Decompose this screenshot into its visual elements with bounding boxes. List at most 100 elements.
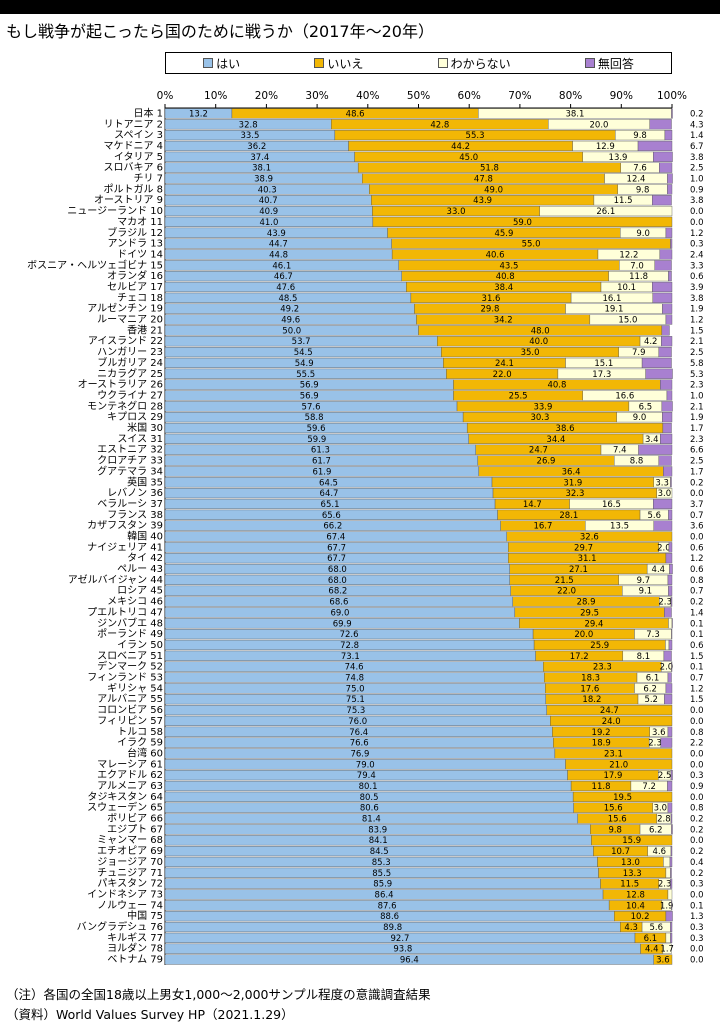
data-label-no: 33.0 [447,207,466,217]
data-label-noanswer: 1.5 [690,652,704,662]
country-label: ウクライナ 27 [97,389,163,401]
x-tick-label: 50% [407,90,430,102]
data-label-no: 33.9 [533,402,552,412]
data-label-yes: 80.5 [360,793,379,803]
data-label-no: 22.0 [557,587,576,597]
data-label-unknown: 2.3 [658,598,672,608]
data-label-unknown: 8.8 [630,457,644,467]
data-label-noanswer: 1.9 [690,305,704,315]
data-label-unknown: 3.0 [654,804,668,814]
data-label-unknown: 6.2 [643,684,657,694]
data-label-unknown: 16.5 [602,500,621,510]
data-label-no: 24.7 [529,446,548,456]
data-label-unknown: 26.1 [596,207,615,217]
data-label-unknown: 13.9 [609,153,628,163]
data-label-yes: 65.1 [321,500,340,510]
country-label: チェコ 18 [117,292,163,304]
data-label-yes: 85.9 [373,880,392,890]
data-label-yes: 68.6 [329,598,348,608]
data-label-no: 11.8 [592,782,611,792]
data-label-no: 43.9 [473,196,492,206]
data-label-no: 9.8 [608,825,622,835]
bar-segment-noanswer [660,433,673,444]
data-label-no: 29.4 [584,619,603,629]
data-label-no: 38.6 [556,424,575,434]
bar-segment-noanswer [670,813,673,824]
data-label-no: 55.3 [466,131,485,141]
data-label-no: 27.1 [569,565,588,575]
country-label: コロンビア 56 [97,704,163,716]
data-label-no: 13.0 [621,858,640,868]
bar-segment-noanswer [661,325,670,336]
bar-segment-noanswer [665,227,673,238]
data-label-unknown: 13.5 [610,522,629,532]
data-label-no: 13.3 [623,869,642,879]
data-label-noanswer: 6.7 [690,142,704,152]
country-label: ジンバブエ 48 [97,616,163,629]
country-label: キルギス 77 [107,932,163,944]
legend-swatch-yes [203,58,214,68]
data-label-noanswer: 0.2 [690,478,704,488]
data-label-no: 4.4 [645,945,659,955]
data-label-no: 18.2 [582,695,601,705]
data-label-yes: 40.9 [259,207,278,217]
bar-segment-unknown [667,889,673,900]
data-label-noanswer: 2.5 [690,457,704,467]
chart-note: （注）各国の全国18歳以上男女1,000〜2,000サンプル程度の意識調査結果 [6,987,431,1002]
data-label-no: 21.0 [609,760,628,770]
data-label-no: 17.2 [570,652,589,662]
data-label-yes: 64.7 [320,489,339,499]
data-label-noanswer: 1.7 [690,467,704,477]
country-label: エクアドル 62 [97,769,163,781]
bar-segment-noanswer [670,878,673,889]
data-label-unknown: 5.2 [644,695,658,705]
data-label-unknown: 2.3 [648,739,662,749]
data-label-no: 40.8 [547,381,566,391]
country-label: アイスランド 22 [88,335,163,347]
bar-segment-noanswer [671,900,673,911]
data-label-yes: 50.0 [282,326,301,336]
data-label-no: 10.4 [626,901,645,911]
data-label-no: 24.0 [602,717,621,727]
country-label: エジプト 67 [107,823,163,835]
data-label-yes: 88.6 [380,912,399,922]
country-label: イタリア 5 [114,151,163,163]
data-label-no: 29.7 [574,543,593,553]
data-label-no: 12.8 [626,890,645,900]
data-label-noanswer: 3.9 [690,283,704,293]
data-label-unknown: 15.1 [594,359,613,369]
data-label-noanswer: 0.2 [690,869,704,879]
data-label-no: 32.3 [565,489,584,499]
data-label-yes: 96.4 [400,956,419,966]
data-label-yes: 57.6 [302,402,321,412]
country-label: メキシコ 46 [107,597,163,608]
data-label-yes: 56.9 [300,391,319,401]
data-label-no: 25.9 [590,641,609,651]
bar-segment-noanswer [665,314,673,325]
country-label: アゼルバイジャン 44 [68,574,163,586]
data-label-yes: 40.7 [259,196,278,206]
country-label: ジョージア 70 [97,857,163,868]
data-label-noanswer: 1.0 [690,175,704,185]
data-label-noanswer: 0.0 [690,489,704,499]
bar-segment-no [546,704,673,716]
legend-item-yes: はい [203,55,240,72]
data-label-yes: 84.1 [369,836,388,846]
country-label: フィンランド 53 [87,672,163,684]
data-label-noanswer: 0.7 [690,511,704,521]
country-label: スウェーデン 65 [87,801,163,814]
bar-segment-noanswer [652,195,672,206]
data-label-yes: 76.0 [348,717,367,727]
data-label-yes: 69.9 [333,619,352,629]
data-label-unknown: 9.8 [633,131,647,141]
bar-segment-noanswer [664,607,672,618]
bar-segment-noanswer [654,260,672,271]
data-label-noanswer: 0.1 [690,901,704,911]
data-label-noanswer: 1.9 [690,413,704,423]
data-label-no: 21.5 [555,576,574,586]
data-label-unknown: 7.0 [630,261,644,271]
bar-segment-noanswer [670,932,673,943]
bar-segment-noanswer [670,477,672,488]
data-label-unknown: 3.6 [652,728,666,738]
x-tick-label: 100% [657,90,687,102]
